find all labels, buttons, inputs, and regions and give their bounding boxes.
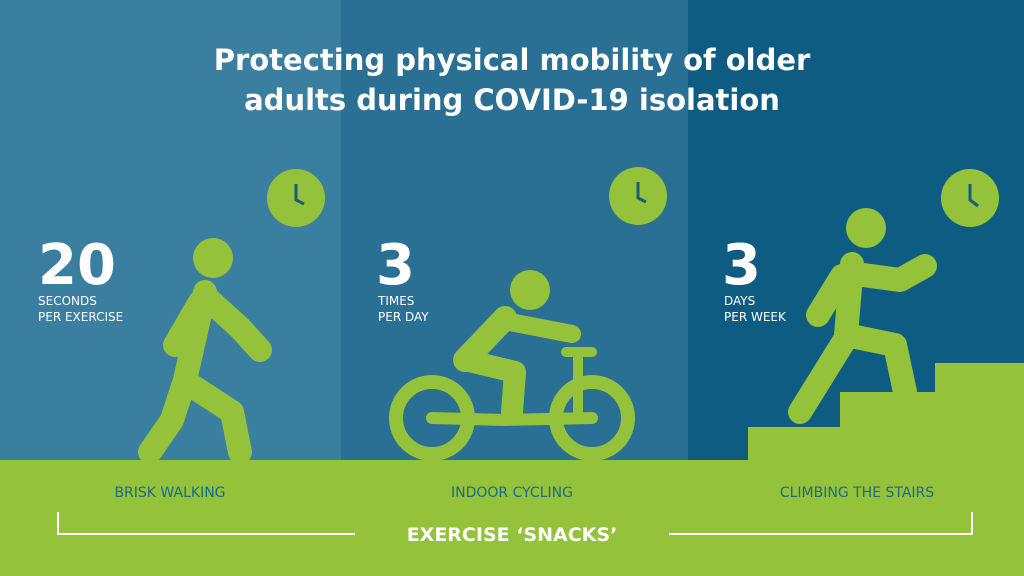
stat-number: 20 xyxy=(38,233,116,298)
activity-label: CLIMBING THE STAIRS xyxy=(780,485,934,501)
clock xyxy=(267,169,325,227)
climber-icon xyxy=(788,208,937,424)
footer-label: EXERCISE ‘SNACKS’ xyxy=(407,524,618,546)
activity-label: INDOOR CYCLING xyxy=(451,485,573,501)
activity-label: BRISK WALKING xyxy=(114,485,225,501)
stat-unit: PER EXERCISE xyxy=(38,310,123,324)
ground xyxy=(0,460,1024,576)
stat-number: 3 xyxy=(722,233,761,298)
bracket xyxy=(57,512,973,535)
stat-unit: TIMES xyxy=(377,294,414,308)
stat-number: 3 xyxy=(376,233,415,298)
title: Protecting physical mobility of older xyxy=(214,43,811,77)
stairs xyxy=(748,363,1024,461)
cyclist-icon xyxy=(389,270,635,461)
stat-unit: SECONDS xyxy=(38,294,97,308)
title: adults during COVID-19 isolation xyxy=(244,83,780,117)
stat-unit: DAYS xyxy=(724,294,755,308)
stat-unit: PER WEEK xyxy=(724,310,787,324)
clock xyxy=(941,169,999,227)
clock xyxy=(609,167,667,225)
walker-icon xyxy=(138,238,272,464)
stat-unit: PER DAY xyxy=(378,310,429,324)
